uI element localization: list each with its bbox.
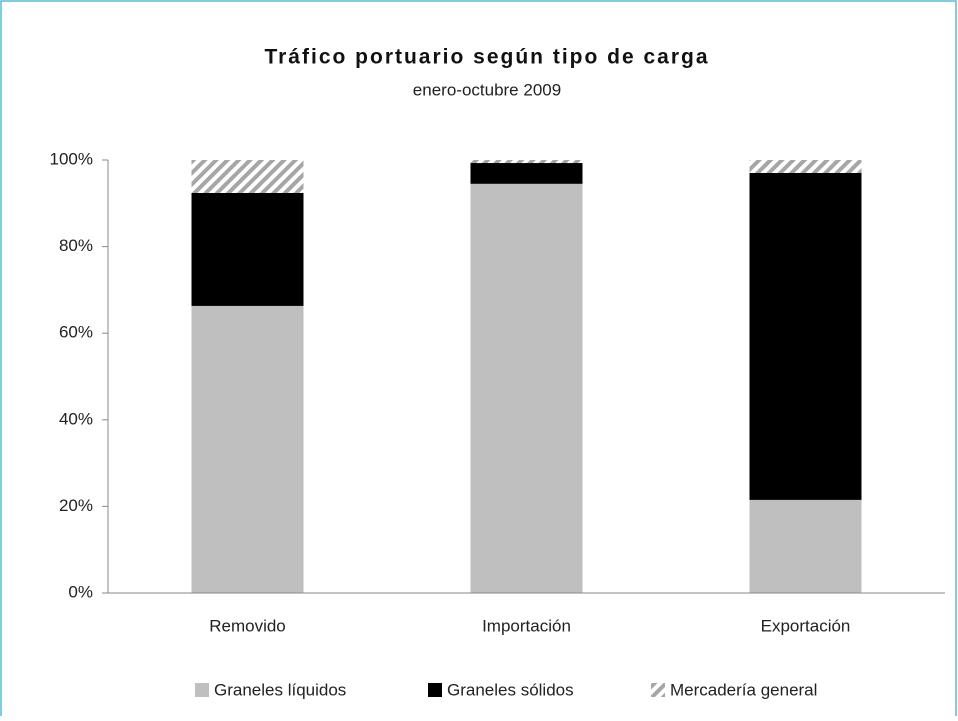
chart-title: Tráfico portuario según tipo de carga [264, 46, 709, 69]
y-tick-label: 80% [59, 236, 93, 255]
bar-segment [470, 160, 583, 164]
x-tick-label: Removido [209, 616, 286, 635]
y-tick-label: 40% [59, 409, 93, 428]
chart-subtitle: enero-octubre 2009 [413, 80, 561, 99]
bar-segment [470, 183, 583, 593]
legend-label: Graneles sólidos [447, 680, 574, 699]
y-tick-label: 100% [50, 149, 93, 168]
x-tick-label: Importación [482, 616, 571, 635]
y-tick-label: 60% [59, 323, 93, 342]
bar-segment [749, 172, 862, 500]
legend-label: Graneles líquidos [214, 680, 346, 699]
bar-segment [749, 499, 862, 593]
legend-swatch [428, 683, 442, 697]
bar-segment [191, 192, 304, 306]
bar-segment [191, 160, 304, 193]
legend-swatch [651, 683, 665, 697]
bar-segment [749, 160, 862, 173]
legend-label: Mercadería general [670, 680, 817, 699]
x-tick-label: Exportación [761, 616, 851, 635]
bar-segment [470, 163, 583, 184]
bar-segment [191, 305, 304, 593]
y-tick-label: 20% [59, 496, 93, 515]
y-tick-label: 0% [68, 582, 93, 601]
legend-swatch [195, 683, 209, 697]
